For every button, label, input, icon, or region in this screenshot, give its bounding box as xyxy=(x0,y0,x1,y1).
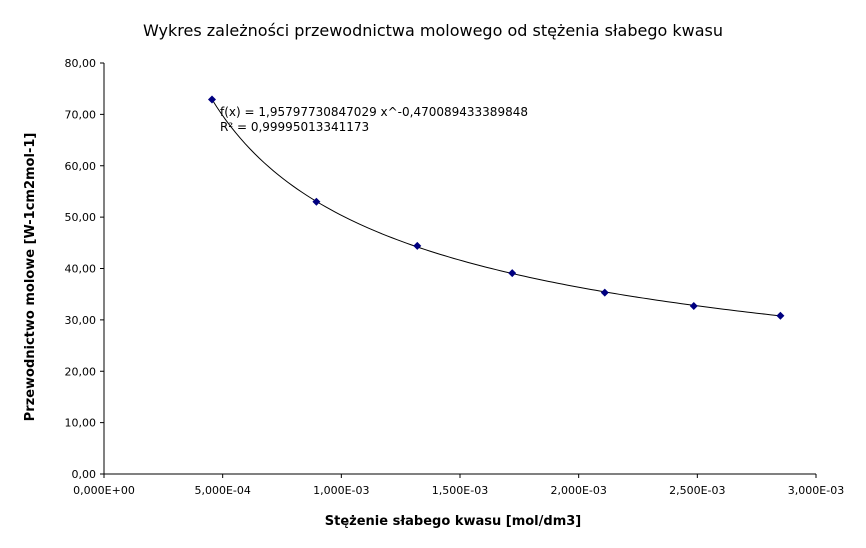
data-point xyxy=(508,269,517,278)
r-squared-label: R² = 0,99995013341173 xyxy=(220,120,369,134)
y-tick-label: 80,00 xyxy=(65,57,97,70)
y-tick-label: 20,00 xyxy=(65,365,97,378)
data-point xyxy=(312,197,321,206)
data-point xyxy=(689,302,698,311)
x-axis-title: Stężenie słabego kwasu [mol/dm3] xyxy=(325,514,581,529)
y-tick-label: 70,00 xyxy=(65,108,97,121)
data-point xyxy=(207,95,216,104)
y-tick-label: 60,00 xyxy=(65,160,97,173)
x-tick-label: 5,000E-04 xyxy=(194,484,250,497)
data-points xyxy=(207,95,785,320)
axes xyxy=(103,63,816,475)
y-ticks: 0,00 10,00 20,00 30,00 40,00 50,00 60,00 70,00 8… xyxy=(65,57,104,481)
x-tick-label: 2,000E-03 xyxy=(550,484,606,497)
x-tick-label: 3,000E-03 xyxy=(788,484,844,497)
x-tick-label: 2,500E-03 xyxy=(669,484,725,497)
x-tick-label: 1,000E-03 xyxy=(313,484,369,497)
y-tick-label: 30,00 xyxy=(65,314,97,327)
trendline xyxy=(211,99,781,317)
y-tick-label: 10,00 xyxy=(65,417,97,430)
data-point xyxy=(776,311,785,320)
y-axis-title: Przewodnictwo molowe [W-1cm2mol-1] xyxy=(23,133,38,422)
y-tick-label: 40,00 xyxy=(65,263,97,276)
x-tick-label: 1,500E-03 xyxy=(432,484,488,497)
y-tick-label: 0,00 xyxy=(72,468,97,481)
y-tick-label: 50,00 xyxy=(65,211,97,224)
data-point xyxy=(413,241,422,250)
chart-title: Wykres zależności przewodnictwa molowego… xyxy=(143,21,723,40)
data-point xyxy=(600,288,609,297)
x-ticks: 0,000E+00 5,000E-04 1,000E-03 1,500E-03 2,00… xyxy=(73,474,844,497)
equation-label: f(x) = 1,95797730847029 x^-0,47008943338… xyxy=(220,105,528,119)
x-tick-label: 0,000E+00 xyxy=(73,484,135,497)
